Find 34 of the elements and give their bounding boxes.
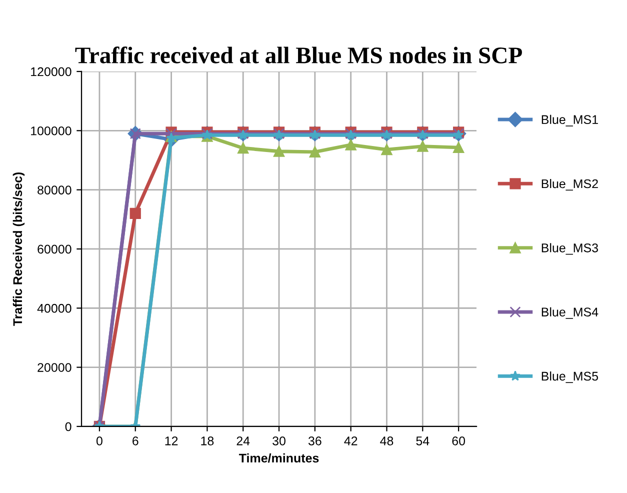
legend-label: Blue_MS4: [542, 307, 598, 319]
legend-label: Blue_MS3: [542, 243, 598, 255]
point: [417, 140, 428, 152]
x-tick-label: 12: [165, 436, 178, 446]
x-tick-label: 60: [452, 436, 466, 446]
y-axis-title: Traffic Received (bits/sec): [12, 172, 25, 326]
x-tick-label: 42: [344, 436, 358, 446]
y-tick-label: 0: [65, 422, 72, 432]
x-tick-label: 48: [380, 436, 394, 446]
x-tick-label: 6: [132, 436, 138, 446]
x-tick-label: 54: [416, 436, 430, 446]
point: [309, 146, 320, 158]
y-tick-label: 20000: [38, 363, 72, 372]
point: [130, 208, 141, 220]
y-tick-label: 40000: [37, 304, 72, 313]
point: [453, 142, 464, 154]
x-tick-label: 18: [201, 436, 214, 446]
x-tick-label: 24: [236, 436, 250, 446]
y-tick-label: 120000: [31, 67, 72, 76]
legend-label: Blue_MS2: [542, 178, 598, 191]
y-tick-label: 80000: [38, 186, 72, 194]
point: [345, 139, 356, 150]
legend-label: Blue_MS1: [542, 114, 598, 126]
legend-label: Blue_MS5: [542, 371, 598, 383]
y-tick-label: 100000: [31, 126, 72, 136]
point: [381, 144, 392, 156]
x-tick-label: 30: [272, 436, 286, 446]
point: [273, 146, 285, 157]
x-axis-title: Time/minutes: [238, 453, 319, 463]
x-tick-label: 0: [96, 436, 102, 446]
chart-title: Traffic received at all Blue MS nodes in SCP: [75, 46, 522, 64]
point: [238, 142, 249, 154]
y-tick-label: 60000: [38, 244, 72, 254]
x-tick-label: 36: [308, 436, 322, 446]
